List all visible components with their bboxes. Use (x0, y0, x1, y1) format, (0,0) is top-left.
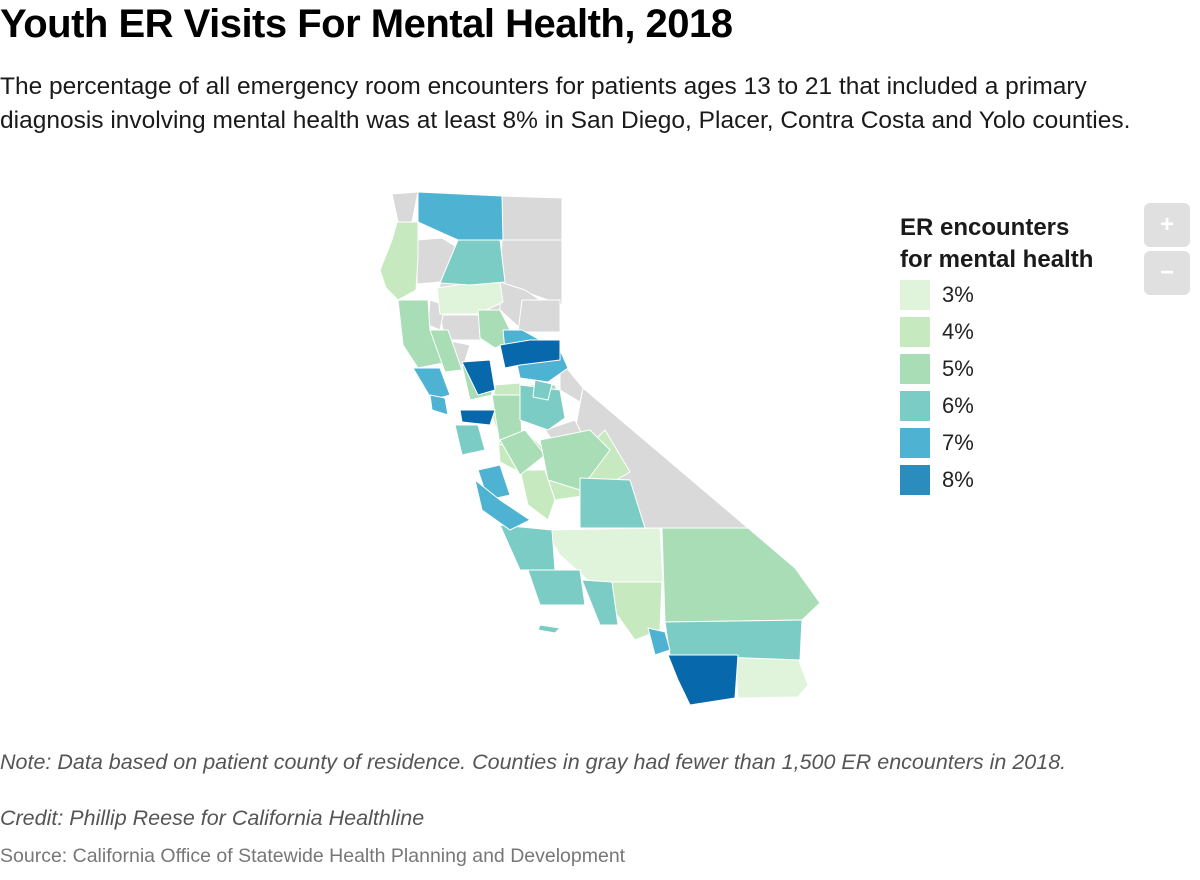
county-santa-clara[interactable] (474, 479, 531, 531)
legend-label: 3% (942, 281, 974, 307)
legend-item-7: 7% (900, 424, 1093, 461)
map-subtitle: The percentage of all emergency room enc… (0, 73, 1131, 134)
county-san-luis-obispo[interactable] (499, 524, 556, 571)
legend-item-6: 6% (900, 387, 1093, 424)
county-riverside[interactable] (664, 619, 803, 661)
legend-label: 8% (942, 466, 974, 492)
county-napa[interactable] (429, 329, 463, 373)
legend-label: 6% (942, 392, 974, 418)
zoom-in-button[interactable]: + (1144, 203, 1190, 247)
legend-label: 5% (942, 355, 974, 381)
county-humboldt[interactable] (379, 221, 419, 301)
map-note: Note: Data based on patient county of re… (0, 750, 1067, 774)
legend-swatch (900, 390, 930, 421)
map-source: Source: California Office of Statewide H… (0, 845, 626, 867)
legend-swatch (900, 353, 930, 384)
county-sierra[interactable] (517, 299, 561, 333)
legend-item-3: 3% (900, 276, 1093, 313)
county-channel-islands-6[interactable] (537, 624, 561, 634)
county-el-dorado-6[interactable] (519, 384, 566, 431)
legend-item-8: 8% (900, 461, 1093, 498)
county-sonoma[interactable] (412, 367, 451, 401)
legend-swatch (900, 279, 930, 310)
county-siskiyou[interactable] (417, 191, 504, 241)
county-san-diego[interactable] (667, 654, 739, 706)
legend-item-5: 5% (900, 350, 1093, 387)
legend-swatch (900, 464, 930, 495)
map-credit: Credit: Phillip Reese for California Hea… (0, 806, 425, 830)
zoom-out-button[interactable]: − (1144, 251, 1190, 295)
county-marin[interactable] (429, 394, 449, 416)
county-santa-cruz[interactable] (454, 424, 486, 456)
county-del-norte[interactable] (391, 191, 419, 223)
legend-label: 4% (942, 318, 974, 344)
county-kings[interactable] (519, 469, 556, 521)
county-amador[interactable] (532, 379, 553, 401)
legend-item-4: 4% (900, 313, 1093, 350)
legend-label: 7% (942, 429, 974, 455)
county-imperial[interactable] (734, 654, 809, 699)
legend-swatch (900, 316, 930, 347)
legend-title: ER encounters for mental health (900, 214, 1094, 273)
county-orange[interactable] (647, 627, 671, 656)
county-contra-costa[interactable] (459, 409, 496, 426)
county-fresno[interactable] (539, 429, 611, 491)
county-los-angeles[interactable] (581, 579, 619, 626)
map-title: Youth ER Visits For Mental Health, 2018 (0, 2, 733, 46)
county-yolo[interactable] (461, 359, 496, 396)
county-santa-barbara[interactable] (527, 569, 586, 606)
map-legend: ER encounters for mental health 3% 4% 5%… (900, 212, 1093, 498)
county-placer[interactable] (499, 339, 561, 369)
county-monterey[interactable] (579, 477, 646, 529)
legend-swatch (900, 427, 930, 458)
county-riverside-sb[interactable] (661, 527, 821, 623)
